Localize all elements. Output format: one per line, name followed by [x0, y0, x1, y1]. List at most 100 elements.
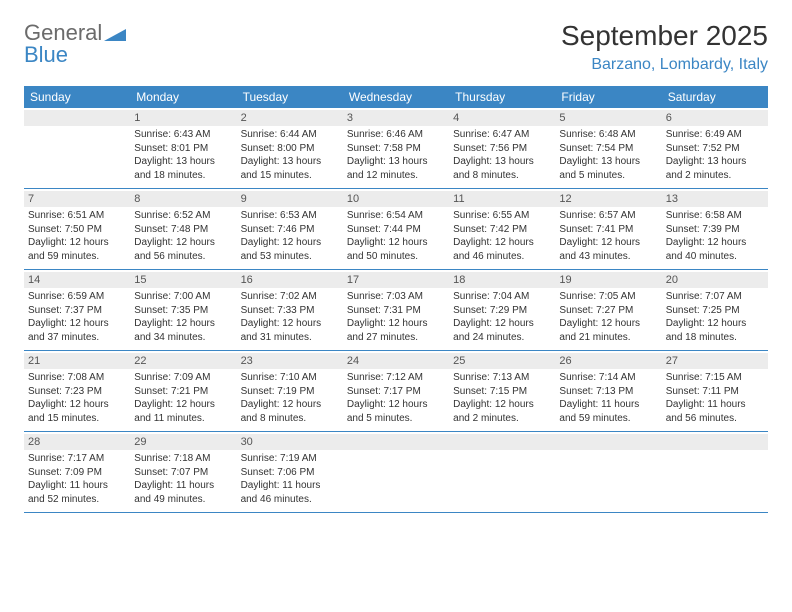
day-cell: 12Sunrise: 6:57 AMSunset: 7:41 PMDayligh…	[555, 189, 661, 269]
day-sunrise: Sunrise: 6:44 AM	[241, 128, 339, 142]
day-cell: 11Sunrise: 6:55 AMSunset: 7:42 PMDayligh…	[449, 189, 555, 269]
day-info: Sunrise: 7:04 AMSunset: 7:29 PMDaylight:…	[453, 290, 551, 344]
day-cell: 8Sunrise: 6:52 AMSunset: 7:48 PMDaylight…	[130, 189, 236, 269]
day-sunset: Sunset: 7:58 PM	[347, 142, 445, 156]
day-sunrise: Sunrise: 7:03 AM	[347, 290, 445, 304]
day-cell: 14Sunrise: 6:59 AMSunset: 7:37 PMDayligh…	[24, 270, 130, 350]
day-daylight1: Daylight: 12 hours	[134, 236, 232, 250]
day-daylight1: Daylight: 11 hours	[241, 479, 339, 493]
day-number: 13	[662, 191, 768, 207]
week-row: 7 Sunrise: 6:51 AMSunset: 7:50 PMDaylight…	[24, 189, 768, 270]
day-cell	[555, 432, 661, 512]
day-cell	[662, 432, 768, 512]
day-info: Sunrise: 7:12 AMSunset: 7:17 PMDaylight:…	[347, 371, 445, 425]
day-cell: 22 Sunrise: 7:09 AMSunset: 7:21 PMDayligh…	[130, 351, 236, 431]
day-cell: 10Sunrise: 6:54 AMSunset: 7:44 PMDayligh…	[343, 189, 449, 269]
week-row: 1 Sunrise: 6:43 AMSunset: 8:01 PMDaylight…	[24, 108, 768, 189]
day-info: Sunrise: 6:49 AMSunset: 7:52 PMDaylight:…	[666, 128, 764, 182]
day-number: 7	[24, 191, 130, 207]
day-info: Sunrise: 6:57 AMSunset: 7:41 PMDaylight:…	[559, 209, 657, 263]
day-daylight2: and 2 minutes.	[666, 169, 764, 183]
day-sunset: Sunset: 7:31 PM	[347, 304, 445, 318]
day-cell: 28Sunrise: 7:17 AMSunset: 7:09 PMDayligh…	[24, 432, 130, 512]
day-sunset: Sunset: 7:06 PM	[241, 466, 339, 480]
day-info: Sunrise: 6:51 AMSunset: 7:50 PMDaylight:…	[28, 209, 126, 263]
day-sunset: Sunset: 7:07 PM	[134, 466, 232, 480]
day-number	[343, 434, 449, 450]
day-sunset: Sunset: 7:09 PM	[28, 466, 126, 480]
day-sunset: Sunset: 8:00 PM	[241, 142, 339, 156]
day-number: 27	[662, 353, 768, 369]
day-cell: 5Sunrise: 6:48 AMSunset: 7:54 PMDaylight…	[555, 108, 661, 188]
day-cell: 2Sunrise: 6:44 AMSunset: 8:00 PMDaylight…	[237, 108, 343, 188]
day-info: Sunrise: 7:17 AMSunset: 7:09 PMDaylight:…	[28, 452, 126, 506]
day-info: Sunrise: 6:43 AMSunset: 8:01 PMDaylight:…	[134, 128, 232, 182]
day-daylight2: and 8 minutes.	[241, 412, 339, 426]
day-daylight2: and 11 minutes.	[134, 412, 232, 426]
day-number: 4	[449, 110, 555, 126]
day-sunset: Sunset: 7:17 PM	[347, 385, 445, 399]
weekday-label: Sunday	[24, 86, 130, 108]
title-block: September 2025 Barzano, Lombardy, Italy	[561, 20, 768, 74]
day-number: 29	[130, 434, 236, 450]
day-daylight2: and 8 minutes.	[453, 169, 551, 183]
day-daylight1: Daylight: 13 hours	[666, 155, 764, 169]
day-number: 23	[237, 353, 343, 369]
day-info: Sunrise: 6:55 AMSunset: 7:42 PMDaylight:…	[453, 209, 551, 263]
day-info: Sunrise: 7:14 AMSunset: 7:13 PMDaylight:…	[559, 371, 657, 425]
day-sunrise: Sunrise: 7:13 AM	[453, 371, 551, 385]
day-sunrise: Sunrise: 6:51 AM	[28, 209, 126, 223]
day-daylight2: and 2 minutes.	[453, 412, 551, 426]
day-info: Sunrise: 7:18 AMSunset: 7:07 PMDaylight:…	[134, 452, 232, 506]
day-daylight1: Daylight: 12 hours	[666, 317, 764, 331]
day-info: Sunrise: 7:10 AMSunset: 7:19 PMDaylight:…	[241, 371, 339, 425]
day-daylight2: and 5 minutes.	[559, 169, 657, 183]
day-sunset: Sunset: 7:41 PM	[559, 223, 657, 237]
week-row: 14Sunrise: 6:59 AMSunset: 7:37 PMDayligh…	[24, 270, 768, 351]
day-sunrise: Sunrise: 7:19 AM	[241, 452, 339, 466]
day-daylight1: Daylight: 12 hours	[28, 317, 126, 331]
day-daylight2: and 52 minutes.	[28, 493, 126, 507]
calendar-page: General Blue September 2025 Barzano, Lom…	[0, 0, 792, 533]
day-cell: 15Sunrise: 7:00 AMSunset: 7:35 PMDayligh…	[130, 270, 236, 350]
day-number: 17	[343, 272, 449, 288]
day-sunrise: Sunrise: 7:18 AM	[134, 452, 232, 466]
day-cell: 7 Sunrise: 6:51 AMSunset: 7:50 PMDaylight…	[24, 189, 130, 269]
day-sunset: Sunset: 7:54 PM	[559, 142, 657, 156]
day-daylight1: Daylight: 12 hours	[347, 398, 445, 412]
day-info: Sunrise: 6:58 AMSunset: 7:39 PMDaylight:…	[666, 209, 764, 263]
day-daylight1: Daylight: 12 hours	[453, 236, 551, 250]
day-daylight1: Daylight: 12 hours	[453, 398, 551, 412]
day-daylight1: Daylight: 11 hours	[666, 398, 764, 412]
weekday-header: SundayMondayTuesdayWednesdayThursdayFrid…	[24, 86, 768, 108]
day-daylight1: Daylight: 12 hours	[347, 317, 445, 331]
day-info: Sunrise: 7:09 AMSunset: 7:21 PMDaylight:…	[134, 371, 232, 425]
day-number: 3	[343, 110, 449, 126]
day-daylight1: Daylight: 12 hours	[559, 317, 657, 331]
day-number: 22	[130, 353, 236, 369]
day-daylight2: and 43 minutes.	[559, 250, 657, 264]
day-number: 6	[662, 110, 768, 126]
day-number: 1	[130, 110, 236, 126]
day-info: Sunrise: 7:05 AMSunset: 7:27 PMDaylight:…	[559, 290, 657, 344]
day-number: 8	[130, 191, 236, 207]
day-cell: 13 Sunrise: 6:58 AMSunset: 7:39 PMDayligh…	[662, 189, 768, 269]
day-daylight2: and 31 minutes.	[241, 331, 339, 345]
day-number	[449, 434, 555, 450]
day-sunset: Sunset: 7:56 PM	[453, 142, 551, 156]
day-daylight1: Daylight: 13 hours	[241, 155, 339, 169]
day-number	[662, 434, 768, 450]
day-sunset: Sunset: 7:44 PM	[347, 223, 445, 237]
day-cell: 20Sunrise: 7:07 AMSunset: 7:25 PMDayligh…	[662, 270, 768, 350]
day-daylight1: Daylight: 12 hours	[28, 398, 126, 412]
day-number: 19	[555, 272, 661, 288]
day-daylight2: and 18 minutes.	[666, 331, 764, 345]
day-cell: 23 Sunrise: 7:10 AMSunset: 7:19 PMDayligh…	[237, 351, 343, 431]
day-sunrise: Sunrise: 6:57 AM	[559, 209, 657, 223]
day-number	[555, 434, 661, 450]
week-row: 28Sunrise: 7:17 AMSunset: 7:09 PMDayligh…	[24, 432, 768, 513]
logo-text: General Blue	[24, 20, 126, 68]
day-info: Sunrise: 6:46 AMSunset: 7:58 PMDaylight:…	[347, 128, 445, 182]
day-sunset: Sunset: 7:46 PM	[241, 223, 339, 237]
day-info: Sunrise: 7:03 AMSunset: 7:31 PMDaylight:…	[347, 290, 445, 344]
